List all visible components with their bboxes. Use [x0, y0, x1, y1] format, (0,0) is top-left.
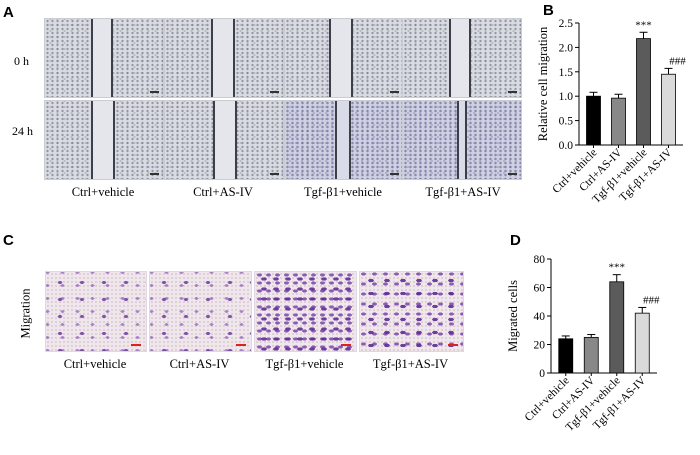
- wound-edge-line: [111, 19, 113, 97]
- scale-bar: [508, 173, 517, 175]
- wound-edge-line: [329, 19, 331, 97]
- bar: [609, 281, 625, 374]
- scratch-image-24h-ctrl-asiv: [164, 100, 284, 180]
- caption-c-ctrl-asiv: Ctrl+AS-IV: [169, 357, 230, 371]
- caption-a-tgf-asiv: Tgf-β1+AS-IV: [425, 185, 501, 199]
- scratch-image-0h-ctrl-vehicle: [44, 18, 164, 98]
- y-tick-label: 1.5: [559, 67, 574, 79]
- scale-bar: [390, 91, 399, 93]
- bar: [636, 38, 651, 146]
- wound-edge-line: [235, 101, 237, 179]
- scratch-image-24h-tgf-vehicle: [284, 100, 404, 180]
- y-tick-label: 0.5: [559, 116, 574, 128]
- scale-bar: [270, 173, 279, 175]
- panel-a-letter: A: [3, 4, 14, 21]
- panel-d-letter: D: [510, 232, 521, 249]
- scratch-image-24h-tgf-asiv: [402, 100, 522, 180]
- wound-edge-line: [211, 19, 213, 97]
- wound-edge-line: [457, 101, 459, 179]
- significance-marker: ###: [669, 55, 686, 67]
- panel-c-letter: C: [3, 232, 14, 249]
- wound-edge-line: [213, 101, 215, 179]
- wound-edge-line: [233, 19, 235, 97]
- scale-bar: [150, 91, 159, 93]
- wound-edge-line: [465, 101, 467, 179]
- bar-chart-relative-migration: 0.0 0.5 1.0 1.5 2.0 2.5 Relative cell migratio…: [536, 18, 686, 206]
- side-label-migration: Migration: [18, 288, 33, 339]
- caption-c-ctrl-vehicle: Ctrl+vehicle: [63, 357, 127, 371]
- y-tick-label: 20: [534, 340, 546, 352]
- wound-gap: [91, 19, 111, 97]
- caption-a-ctrl-vehicle: Ctrl+vehicle: [71, 185, 135, 199]
- caption-a-ctrl-asiv: Ctrl+AS-IV: [193, 185, 253, 199]
- wound-edge-line: [449, 19, 451, 97]
- wound-gap: [329, 19, 351, 97]
- y-tick-label: 2.0: [559, 42, 574, 54]
- row-label-24h: 24 h: [12, 124, 33, 138]
- bar: [661, 73, 676, 146]
- wound-edge-line: [91, 101, 93, 179]
- significance-marker: ###: [643, 294, 660, 306]
- scale-bar: [270, 91, 279, 93]
- wound-gap: [213, 101, 235, 179]
- wound-gap: [91, 101, 113, 179]
- wound-edge-line: [91, 19, 93, 97]
- bar: [586, 95, 601, 146]
- bar: [558, 338, 574, 374]
- wound-gap: [211, 19, 233, 97]
- scratch-image-0h-tgf-vehicle: [284, 18, 404, 98]
- scratch-image-0h-tgf-asiv: [402, 18, 522, 98]
- scale-bar: [150, 173, 159, 175]
- wound-edge-line: [351, 19, 353, 97]
- wound-gap: [335, 101, 349, 179]
- wound-edge-line: [349, 101, 351, 179]
- wound-edge-line: [469, 19, 471, 97]
- caption-a-tgf-vehicle: Tgf-β1+vehicle: [304, 185, 382, 199]
- transwell-image-ctrl-asiv: [149, 271, 252, 352]
- y-axis-label: Migrated cells: [506, 280, 520, 352]
- significance-marker: ***: [635, 19, 652, 31]
- bar: [634, 312, 650, 374]
- y-axis-label: Relative cell migration: [536, 26, 550, 141]
- wound-gap: [457, 101, 465, 179]
- row-label-0h: 0 h: [14, 54, 29, 68]
- y-tick-label: 80: [534, 254, 546, 266]
- y-tick-label: 0.0: [559, 140, 574, 152]
- caption-c-tgf-vehicle: Tgf-β1+vehicle: [265, 357, 344, 371]
- transwell-image-ctrl-vehicle: [45, 271, 147, 352]
- bar: [583, 336, 599, 374]
- scratch-image-24h-ctrl-vehicle: [44, 100, 164, 180]
- y-tick-label: 0: [539, 368, 545, 380]
- wound-edge-line: [335, 101, 337, 179]
- wound-edge-line: [113, 101, 115, 179]
- y-tick-label: 40: [534, 311, 546, 323]
- scale-bar: [390, 173, 399, 175]
- y-tick-label: 1.0: [559, 91, 574, 103]
- caption-c-tgf-asiv: Tgf-β1+AS-IV: [372, 357, 449, 371]
- y-tick-label: 2.5: [559, 18, 574, 30]
- scale-bar: [508, 91, 517, 93]
- panel-b-letter: B: [543, 2, 554, 19]
- y-tick-label: 60: [534, 283, 546, 295]
- bar: [611, 97, 626, 146]
- transwell-image-tgf-vehicle: [254, 271, 357, 352]
- wound-gap: [449, 19, 469, 97]
- significance-marker: ***: [609, 262, 626, 274]
- transwell-image-tgf-asiv: [359, 271, 464, 352]
- scratch-image-0h-ctrl-asiv: [164, 18, 284, 98]
